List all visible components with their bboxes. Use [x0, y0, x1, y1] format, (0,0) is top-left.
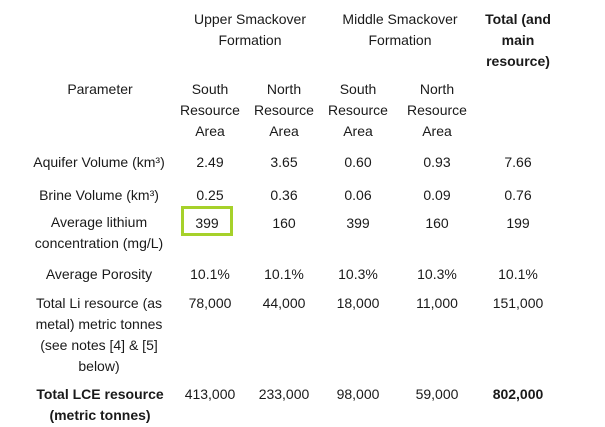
cell-value: 10.1%	[190, 266, 230, 282]
cell-value: 78,000	[188, 295, 232, 311]
cell-value: 10.1%	[264, 266, 304, 282]
cell-value: 0.93	[423, 154, 451, 170]
header-south-upper: South Resource Area	[180, 81, 240, 139]
header-upper-smackover: Upper Smackover Formation	[193, 11, 307, 48]
cell-value: 399	[346, 215, 370, 231]
header-total: Total (and main resource)	[485, 11, 551, 69]
header-parameter: Parameter	[67, 81, 133, 97]
header-north-middle: North Resource Area	[407, 81, 467, 139]
header-middle-smackover: Middle Smackover Formation	[342, 11, 458, 48]
cell-value: 199	[506, 215, 530, 231]
cell-value: 10.3%	[338, 266, 378, 282]
cell-value: 0.09	[423, 187, 451, 203]
cell-value: 10.3%	[417, 266, 457, 282]
row-label-brine-volume: Brine Volume (km³)	[39, 187, 159, 203]
header-south-middle: South Resource Area	[328, 81, 388, 139]
cell-value: 413,000	[184, 386, 236, 402]
header-north-upper: North Resource Area	[254, 81, 314, 139]
cell-value-highlighted: 399	[195, 215, 219, 231]
cell-value: 44,000	[262, 295, 306, 311]
row-label-total-lce-resource: Total LCE resource (metric tonnes)	[36, 386, 164, 423]
row-label-aquifer-volume: Aquifer Volume (km³)	[33, 154, 165, 170]
cell-value: 160	[272, 215, 296, 231]
row-label-average-lithium: Average lithium concentration (mg/L)	[34, 214, 164, 251]
cell-value: 10.1%	[498, 266, 538, 282]
cell-value-total: 802,000	[492, 386, 544, 402]
cell-value: 0.25	[196, 187, 224, 203]
cell-value: 11,000	[416, 295, 458, 311]
row-label-total-li-resource: Total Li resource (as metal) metric tonn…	[35, 295, 163, 374]
cell-value: 7.66	[504, 154, 532, 170]
row-label-average-porosity: Average Porosity	[45, 266, 153, 282]
cell-value: 59,000	[415, 386, 459, 402]
cell-value: 151,000	[492, 295, 544, 311]
cell-value: 2.49	[196, 154, 224, 170]
cell-value: 160	[425, 215, 449, 231]
cell-value: 3.65	[270, 154, 298, 170]
cell-value: 233,000	[258, 386, 310, 402]
highlight-box	[181, 206, 233, 236]
cell-value: 0.60	[344, 154, 372, 170]
cell-value: 0.76	[504, 187, 532, 203]
cell-value: 0.36	[270, 187, 298, 203]
cell-value: 98,000	[336, 386, 380, 402]
cell-value: 0.06	[344, 187, 372, 203]
cell-value: 18,000	[336, 295, 380, 311]
